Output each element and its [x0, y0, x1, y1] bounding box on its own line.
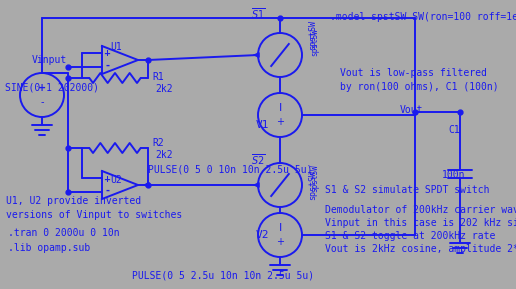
Text: Vout is 2kHz cosine, amplitude 2*Vinput/pi: Vout is 2kHz cosine, amplitude 2*Vinput/…	[325, 244, 516, 254]
Text: $\overline{S1}$: $\overline{S1}$	[251, 7, 265, 21]
Text: I: I	[278, 103, 282, 113]
Text: S1 & S2 simulate SPDT switch: S1 & S2 simulate SPDT switch	[325, 185, 490, 195]
Text: U1: U1	[110, 42, 122, 52]
Text: by ron(100 ohms), C1 (100n): by ron(100 ohms), C1 (100n)	[340, 82, 498, 92]
Text: $\overline{S2}$: $\overline{S2}$	[251, 153, 265, 167]
Text: +: +	[38, 83, 46, 93]
Text: Vinput in this case is 202 kHz sine: Vinput in this case is 202 kHz sine	[325, 218, 516, 228]
Text: spstSW: spstSW	[311, 28, 319, 56]
Text: U2: U2	[110, 175, 122, 185]
Text: 2k2: 2k2	[155, 150, 173, 160]
Text: spstSW: spstSW	[308, 170, 317, 200]
Text: U1, U2 provide inverted: U1, U2 provide inverted	[6, 196, 141, 206]
Text: Vout: Vout	[400, 105, 424, 115]
Text: 2k2: 2k2	[155, 84, 173, 94]
Text: SINE(0 1 202000): SINE(0 1 202000)	[5, 83, 99, 93]
Text: PULSE(0 5 2.5u 10n 10n 2.5u 5u): PULSE(0 5 2.5u 10n 10n 2.5u 5u)	[132, 270, 314, 280]
Text: V2: V2	[256, 230, 269, 240]
Text: R2: R2	[152, 138, 164, 148]
Text: +: +	[104, 175, 110, 184]
Text: .model spstSW SW(ron=100 roff=1e6 Vt=2.5): .model spstSW SW(ron=100 roff=1e6 Vt=2.5…	[330, 12, 516, 22]
Text: I: I	[278, 223, 282, 233]
Text: +: +	[276, 237, 284, 247]
Text: Vout is low-pass filtered: Vout is low-pass filtered	[340, 68, 487, 78]
Text: PULSE(0 5 0 10n 10n 2.5u 5u): PULSE(0 5 0 10n 10n 2.5u 5u)	[148, 165, 313, 175]
Text: V1: V1	[256, 120, 269, 130]
Text: 100n: 100n	[442, 170, 465, 180]
Text: +: +	[104, 49, 110, 58]
Text: R1: R1	[152, 72, 164, 82]
Text: C1: C1	[448, 125, 460, 135]
Text: -: -	[105, 61, 109, 71]
Text: S1 & S2 toggle at 200kHz rate: S1 & S2 toggle at 200kHz rate	[325, 231, 495, 241]
Text: spstSW: spstSW	[311, 164, 319, 192]
Text: -: -	[105, 186, 109, 196]
Text: spstSW: spstSW	[308, 20, 317, 50]
Text: versions of Vinput to switches: versions of Vinput to switches	[6, 210, 182, 220]
Text: Vinput: Vinput	[32, 55, 67, 65]
Text: -: -	[40, 97, 44, 107]
Text: .lib opamp.sub: .lib opamp.sub	[8, 243, 90, 253]
Text: +: +	[276, 117, 284, 127]
Text: .tran 0 2000u 0 10n: .tran 0 2000u 0 10n	[8, 228, 120, 238]
Text: Demodulator of 200kHz carrier wave: Demodulator of 200kHz carrier wave	[325, 205, 516, 215]
